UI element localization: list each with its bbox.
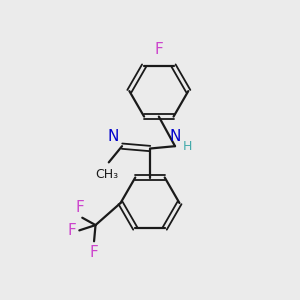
Text: F: F bbox=[67, 223, 76, 238]
Text: N: N bbox=[170, 129, 181, 144]
Text: N: N bbox=[107, 129, 118, 144]
Text: F: F bbox=[76, 200, 84, 215]
Text: F: F bbox=[90, 245, 98, 260]
Text: CH₃: CH₃ bbox=[96, 168, 119, 181]
Text: F: F bbox=[154, 42, 163, 57]
Text: H: H bbox=[183, 140, 192, 153]
